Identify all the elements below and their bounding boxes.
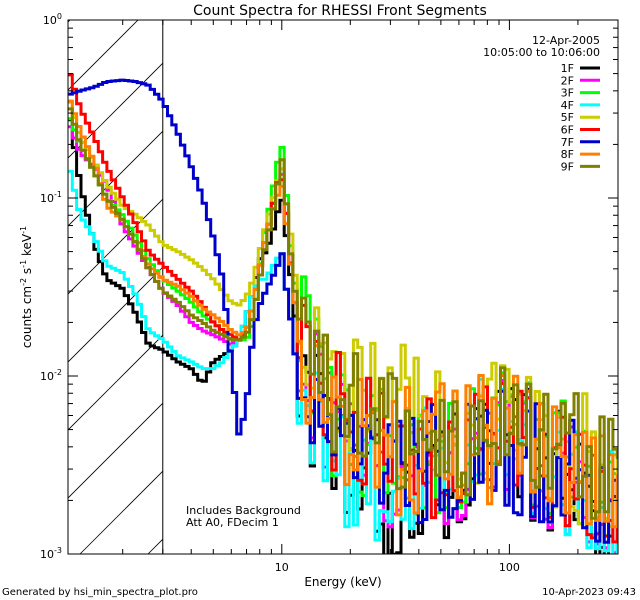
hatch-line: [0, 0, 68, 554]
annotation-background: Includes Background: [186, 504, 301, 517]
legend-time-range: 10:05:00 to 10:06:00: [483, 46, 600, 59]
background-hatch-region: [0, 0, 163, 554]
x-tick-label: 100: [499, 561, 520, 574]
legend-label-5F: 5F: [561, 111, 574, 124]
legend-label-7F: 7F: [561, 136, 574, 149]
y-axis-label: counts cm-2 s-1 keV-1: [19, 226, 34, 348]
legend-label-4F: 4F: [561, 99, 574, 112]
legend-label-9F: 9F: [561, 160, 574, 173]
legend-label-6F: 6F: [561, 124, 574, 137]
y-tick-label: 100: [43, 12, 62, 27]
series-line-5F: [68, 100, 618, 529]
legend: 12-Apr-2005 10:05:00 to 10:06:00 1F2F3F4…: [483, 34, 600, 173]
legend-date: 12-Apr-2005: [532, 34, 600, 47]
x-tick-label: 10: [275, 561, 289, 574]
legend-label-2F: 2F: [561, 74, 574, 87]
legend-label-8F: 8F: [561, 148, 574, 161]
y-tick-label: 10-3: [40, 546, 62, 561]
annotation-attenuator: Att A0, FDecim 1: [186, 516, 279, 529]
hatch-line: [68, 402, 163, 499]
hatch-line: [68, 20, 139, 91]
plot-frame: [67, 19, 619, 555]
chart-title: Count Spectra for RHESSI Front Segments: [193, 3, 487, 19]
y-tick-label: 10-1: [40, 190, 62, 205]
axis-ticks: [68, 19, 619, 555]
hatch-line: [68, 198, 163, 295]
series-layer: [68, 73, 618, 554]
footer-generated-by: Generated by hsi_min_spectra_plot.pro: [2, 587, 198, 598]
y-tick-labels: 10-3 10-2 10-1 100: [40, 12, 62, 561]
y-tick-label: 10-2: [40, 368, 62, 383]
x-axis-label: Energy (keV): [304, 575, 381, 589]
footer-timestamp: 10-Apr-2023 09:43: [542, 587, 636, 598]
x-tick-labels: 10 100: [275, 561, 520, 574]
series-line-9F: [68, 107, 618, 520]
legend-label-3F: 3F: [561, 87, 574, 100]
hatch-line: [68, 130, 163, 227]
legend-label-1F: 1F: [561, 62, 574, 75]
series-line-8F: [68, 99, 618, 529]
